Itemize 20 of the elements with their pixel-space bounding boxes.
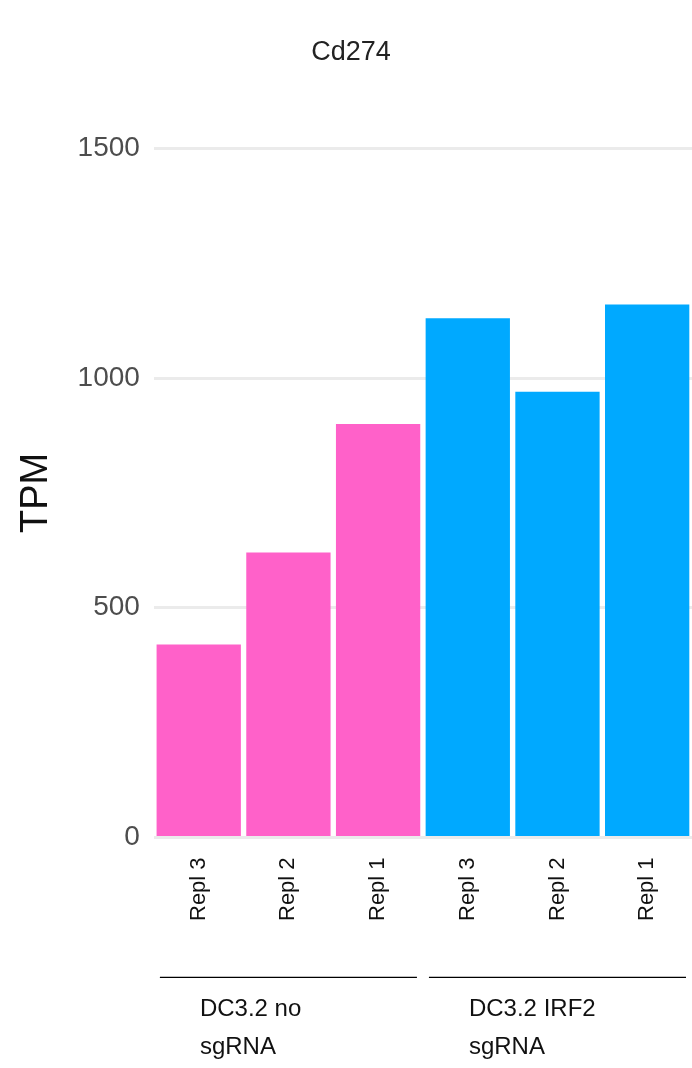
bar (425, 318, 510, 836)
bar (515, 391, 600, 836)
chart-title: Cd274 (311, 35, 391, 66)
x-tick-label: Repl 2 (274, 857, 300, 921)
bar (156, 644, 241, 836)
x-tick-label: Repl 2 (543, 857, 569, 921)
y-tick-label: 500 (93, 590, 140, 622)
text: DC3.2 IRF2 sgRNA (468, 994, 596, 1060)
y-tick-label: 0 (124, 820, 140, 852)
y-tick-label: 1500 (77, 131, 140, 163)
bar (605, 304, 690, 836)
x-tick-label: Repl 1 (364, 857, 390, 921)
y-axis-title: TPM (13, 452, 56, 534)
bar (335, 424, 421, 836)
x-tick-label: Repl 3 (453, 857, 479, 921)
bar (246, 552, 331, 836)
x-tick-label: Repl 1 (633, 857, 659, 921)
x-tick-label: Repl 3 (184, 857, 210, 921)
y-tick-label: 1000 (77, 360, 140, 392)
text: DC3.2 no sgRNA (199, 994, 302, 1060)
